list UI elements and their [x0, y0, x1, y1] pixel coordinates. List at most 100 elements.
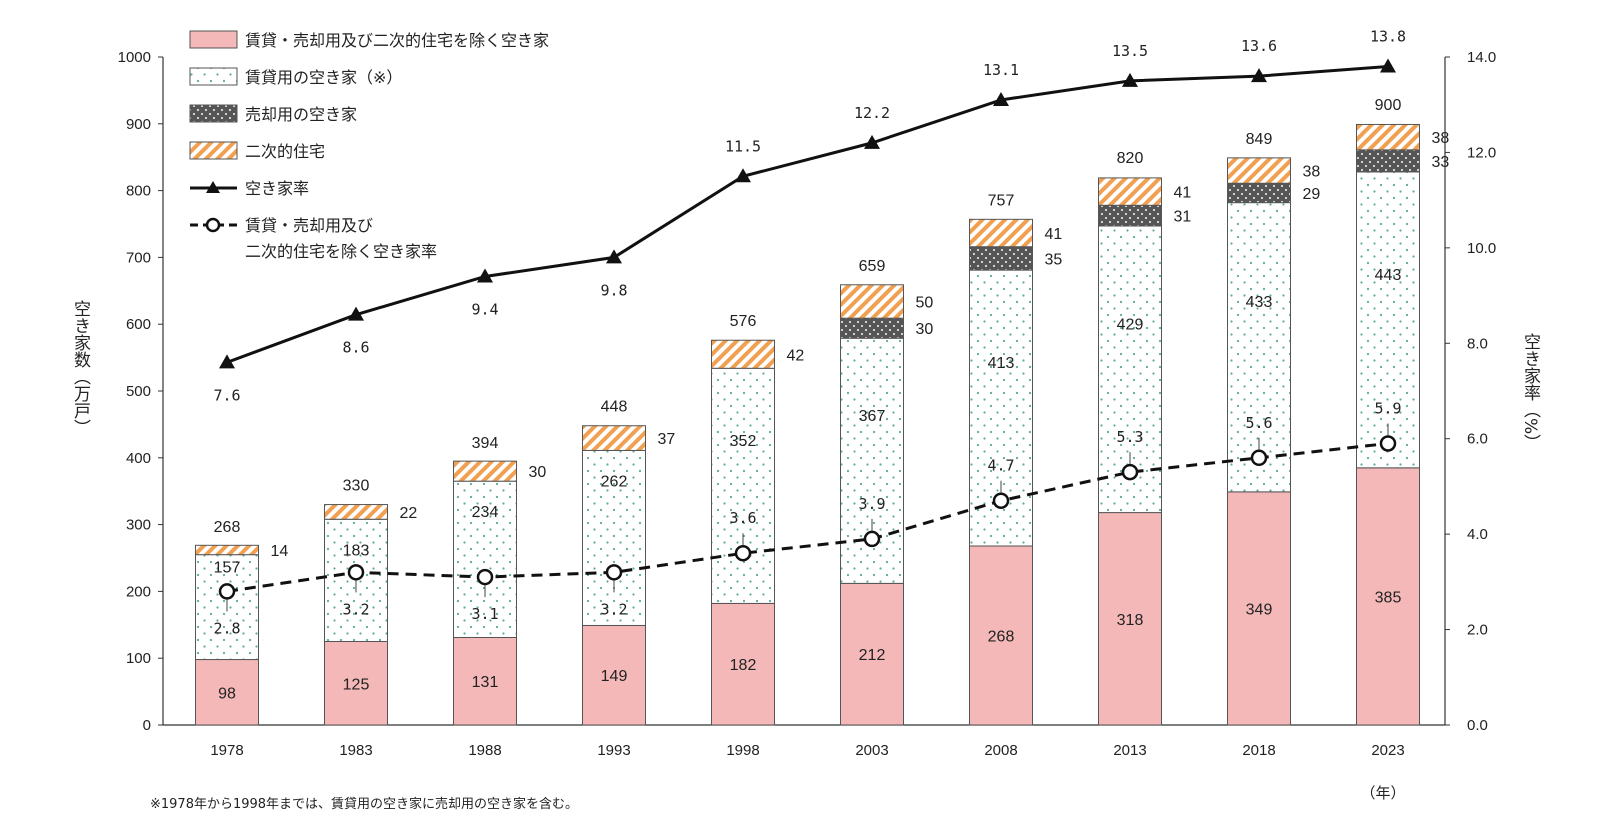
bar-total-label: 820 [1117, 150, 1144, 167]
bar-segment-sale [840, 317, 904, 339]
other-vacancy-rate-line [226, 441, 1389, 593]
rate-lines [218, 58, 1397, 600]
bar-segment-secondary [1098, 177, 1162, 206]
segment-value-rental: 262 [601, 473, 628, 490]
segment-value-secondary: 37 [658, 431, 676, 448]
segment-value-rental: 234 [472, 504, 499, 521]
other-vacancy-rate-label: 5.3 [1116, 428, 1143, 446]
y-tick-label-left: 400 [126, 450, 151, 467]
other-vacancy-rate-point [863, 530, 881, 548]
y-tick-label-right: 12.0 [1467, 144, 1496, 161]
vacancy-rate-point [993, 91, 1009, 106]
segment-value-rental: 367 [859, 408, 886, 425]
legend-swatch-other [189, 30, 238, 49]
legend-label-other-rate-line1: 賃貸・売却用及び [245, 216, 373, 235]
legend-label-secondary: 二次的住宅 [245, 142, 325, 161]
vacancy-rate-label: 13.8 [1370, 28, 1406, 46]
legend-label-sale: 売却用の空き家 [245, 105, 357, 124]
vacancy-rate-label: 11.5 [725, 137, 761, 155]
segment-value-other: 385 [1375, 589, 1402, 606]
segment-value-rental: 413 [988, 355, 1015, 372]
bar-segment-secondary [840, 284, 904, 319]
x-tick-label: 2013 [1113, 742, 1146, 759]
bar-segment-other [969, 545, 1033, 726]
other-vacancy-rate-point [1121, 463, 1139, 481]
other-vacancy-rate-point [605, 564, 623, 581]
y-tick-label-left: 800 [126, 183, 151, 200]
segment-value-sale: 30 [916, 321, 934, 338]
y-axis-title-left: 空き家数（万戸） [70, 300, 91, 436]
y-tick-label-left: 300 [126, 517, 151, 534]
legend-marker-vacancy-rate [206, 181, 220, 193]
y-tick-label-left: 200 [126, 583, 151, 600]
footnote: ※1978年から1998年までは、賃貸用の空き家に売却用の空き家を含む。 [150, 796, 578, 812]
vacancy-rate-label: 8.6 [342, 339, 369, 357]
other-vacancy-rate-label: 3.9 [858, 495, 885, 513]
segment-value-secondary: 50 [916, 294, 934, 311]
segment-value-sale: 29 [1303, 186, 1321, 203]
x-tick-label: 2008 [984, 742, 1017, 759]
bar-segment-secondary [324, 504, 388, 520]
segment-value-secondary: 38 [1303, 164, 1321, 181]
vacancy-rate-point [606, 249, 622, 264]
segment-value-sale: 35 [1045, 251, 1063, 268]
bar-segment-sale [1356, 149, 1420, 173]
other-vacancy-rate-point [476, 568, 494, 586]
y-tick-label-left: 900 [126, 116, 151, 133]
vacancy-rate-label: 13.6 [1241, 37, 1277, 55]
data-labels: 98 157 14 268 125 183 22 330 131 234 30 394 149 262 37… [213, 28, 1449, 703]
bar-segment-other [324, 641, 388, 726]
bar-segment-secondary [453, 460, 517, 482]
segment-value-secondary: 30 [529, 464, 547, 481]
bar-segment-secondary [582, 425, 646, 451]
bar-segment-other [711, 602, 775, 726]
other-vacancy-rate-label: 3.2 [342, 600, 369, 618]
y-tick-label-left: 700 [126, 249, 151, 266]
y-tick-label-right: 10.0 [1467, 240, 1496, 257]
y-tick-label-right: 8.0 [1467, 335, 1488, 352]
segment-value-rental: 443 [1375, 267, 1402, 284]
vacancy-rate-label: 13.1 [983, 61, 1019, 79]
other-vacancy-rate-point [347, 564, 365, 581]
vacancy-rate-point [1380, 58, 1396, 73]
bar-segment-other [582, 624, 646, 726]
other-vacancy-rate-label: 4.7 [987, 457, 1014, 475]
y-tick-label-left: 500 [126, 383, 151, 400]
other-vacancy-rate-label: 5.9 [1374, 399, 1401, 417]
x-tick-label: 1993 [597, 742, 630, 759]
other-vacancy-rate-point [218, 583, 236, 600]
segment-value-sale: 33 [1432, 154, 1450, 171]
bar-segment-sale [1227, 182, 1291, 204]
segment-value-other: 212 [859, 647, 886, 664]
other-vacancy-rate-point [992, 492, 1010, 509]
segment-value-rental: 352 [730, 433, 757, 450]
other-vacancy-rate-label: 5.6 [1245, 414, 1272, 432]
segment-value-other: 182 [730, 657, 757, 674]
x-tick-label: 2003 [855, 742, 888, 759]
bar-segment-secondary [195, 544, 259, 556]
y-axis-title-right: 空き家率（%） [1520, 333, 1541, 451]
bar-segment-rental [453, 480, 517, 638]
y-tick-label-right: 6.0 [1467, 431, 1488, 448]
y-tick-label-left: 600 [126, 316, 151, 333]
x-tick-label: 1983 [339, 742, 372, 759]
y-tick-label-right: 0.0 [1467, 717, 1488, 734]
bar-segment-rental [711, 367, 775, 604]
y-tick-label-right: 2.0 [1467, 622, 1488, 639]
bar-segment-other [840, 582, 904, 726]
bar-total-label: 330 [343, 478, 370, 495]
segment-value-secondary: 14 [271, 543, 289, 560]
vacancy-rate-point [348, 306, 364, 321]
segment-value-secondary: 42 [787, 347, 805, 364]
vacancy-rate-point [1251, 68, 1267, 83]
segment-value-other: 98 [218, 685, 236, 702]
y-tick-label-right: 4.0 [1467, 526, 1488, 543]
segment-value-other: 149 [601, 668, 628, 685]
segment-value-secondary: 22 [400, 505, 418, 522]
x-tick-label: 2018 [1242, 742, 1275, 759]
segment-value-other: 349 [1246, 601, 1273, 618]
x-tick-label: 1988 [468, 742, 501, 759]
y-tick-label-left: 1000 [118, 49, 151, 66]
bar-total-label: 394 [472, 435, 499, 452]
